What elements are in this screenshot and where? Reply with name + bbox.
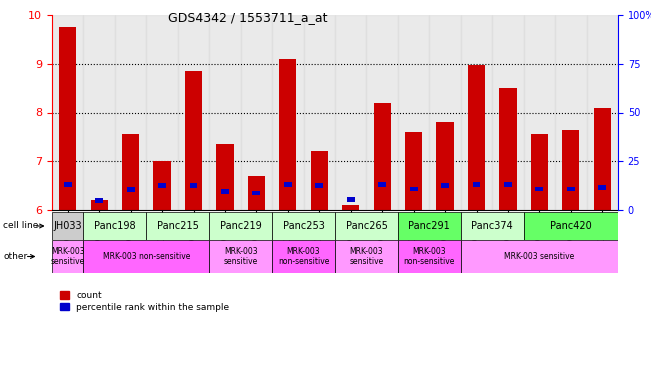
Bar	[95, 198, 103, 203]
Bar	[594, 108, 611, 210]
Bar	[598, 185, 606, 190]
Text: MRK-003 non-sensitive: MRK-003 non-sensitive	[103, 252, 190, 261]
Bar	[209, 212, 272, 240]
Bar	[64, 182, 72, 187]
Bar	[409, 187, 417, 192]
Bar	[473, 182, 480, 187]
Bar	[378, 182, 386, 187]
Text: Panc215: Panc215	[157, 221, 199, 231]
Bar	[90, 200, 108, 210]
Bar	[468, 65, 485, 210]
Text: MRK-003 sensitive: MRK-003 sensitive	[505, 252, 575, 261]
Bar	[83, 212, 146, 240]
Text: Panc420: Panc420	[550, 221, 592, 231]
Text: Panc374: Panc374	[471, 221, 513, 231]
Bar	[272, 240, 335, 273]
Text: JH033: JH033	[53, 221, 82, 231]
Text: Panc219: Panc219	[220, 221, 262, 231]
Bar	[398, 212, 461, 240]
Bar	[216, 144, 234, 210]
Bar	[461, 240, 618, 273]
Bar	[284, 182, 292, 187]
Bar	[122, 134, 139, 210]
Bar	[492, 15, 523, 210]
Bar	[303, 15, 335, 210]
Bar	[279, 59, 296, 210]
Bar	[158, 183, 166, 188]
Bar	[441, 183, 449, 188]
Text: MRK-003
non-sensitive: MRK-003 non-sensitive	[278, 247, 329, 266]
Bar	[311, 151, 328, 210]
Text: Panc291: Panc291	[408, 221, 450, 231]
Bar	[374, 103, 391, 210]
Bar	[52, 212, 83, 240]
Bar	[248, 176, 265, 210]
Bar	[189, 183, 197, 188]
Bar	[499, 88, 517, 210]
Bar	[436, 122, 454, 210]
Bar	[146, 15, 178, 210]
Bar	[523, 212, 618, 240]
Text: MRK-003
sensitive: MRK-003 sensitive	[223, 247, 258, 266]
Bar	[367, 15, 398, 210]
Legend: count, percentile rank within the sample: count, percentile rank within the sample	[57, 288, 233, 315]
Text: MRK-003
non-sensitive: MRK-003 non-sensitive	[404, 247, 455, 266]
Text: Panc265: Panc265	[346, 221, 387, 231]
Bar	[52, 240, 83, 273]
Bar	[531, 134, 548, 210]
Bar	[562, 129, 579, 210]
Bar	[555, 15, 587, 210]
Bar	[405, 132, 422, 210]
Bar	[398, 240, 461, 273]
Text: other: other	[3, 252, 27, 261]
Bar	[83, 240, 209, 273]
Bar	[52, 15, 83, 210]
Bar	[59, 27, 76, 210]
Bar	[398, 15, 429, 210]
Bar	[335, 240, 398, 273]
Bar	[504, 182, 512, 187]
Text: MRK-003
sensitive: MRK-003 sensitive	[51, 247, 85, 266]
Bar	[272, 212, 335, 240]
Bar	[461, 15, 492, 210]
Bar	[154, 161, 171, 210]
Bar	[209, 15, 241, 210]
Bar	[461, 212, 523, 240]
Bar	[429, 15, 461, 210]
Bar	[272, 15, 303, 210]
Bar	[587, 15, 618, 210]
Text: MRK-003
sensitive: MRK-003 sensitive	[350, 247, 383, 266]
Bar	[335, 15, 367, 210]
Bar	[536, 187, 544, 192]
Text: Panc253: Panc253	[283, 221, 324, 231]
Bar	[335, 212, 398, 240]
Bar	[241, 15, 272, 210]
Bar	[115, 15, 146, 210]
Bar	[567, 187, 575, 192]
Bar	[178, 15, 209, 210]
Text: GDS4342 / 1553711_a_at: GDS4342 / 1553711_a_at	[167, 12, 327, 25]
Bar	[523, 15, 555, 210]
Text: cell line: cell line	[3, 222, 38, 230]
Bar	[253, 190, 260, 195]
Bar	[209, 240, 272, 273]
Bar	[127, 187, 135, 192]
Bar	[83, 15, 115, 210]
Bar	[315, 183, 323, 188]
Text: Panc198: Panc198	[94, 221, 135, 231]
Bar	[146, 212, 209, 240]
Bar	[185, 71, 202, 210]
Bar	[342, 205, 359, 210]
Bar	[221, 189, 229, 194]
Bar	[347, 197, 355, 202]
